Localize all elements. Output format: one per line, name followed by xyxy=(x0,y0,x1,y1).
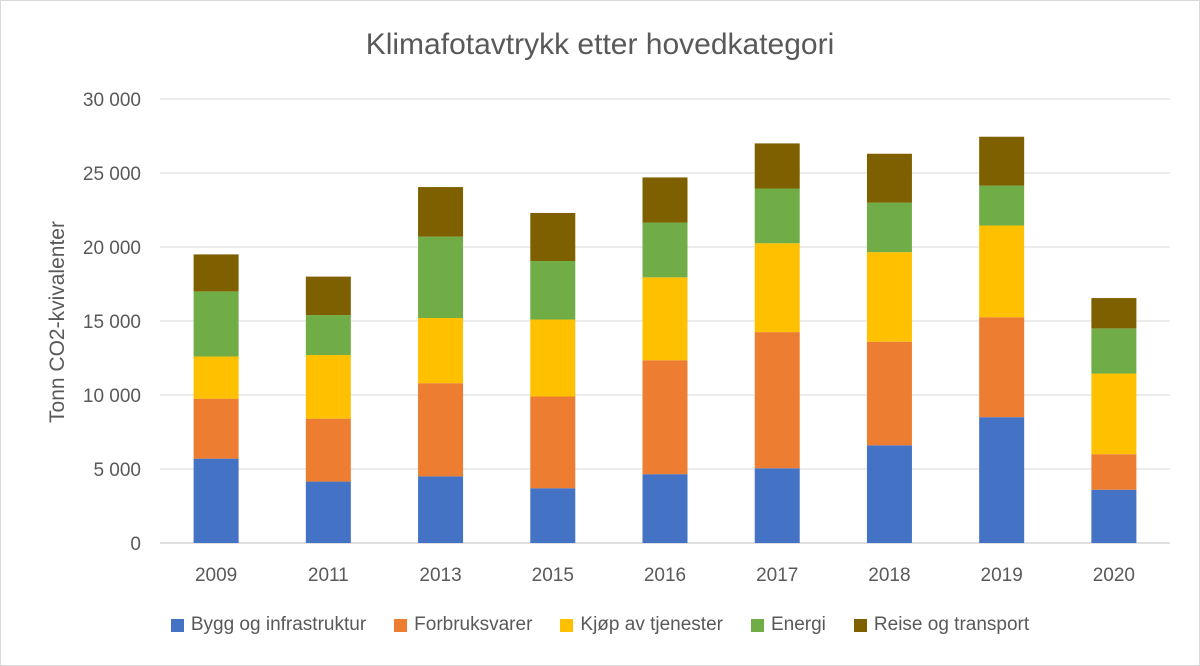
bar-segment xyxy=(193,291,239,357)
legend-item: Forbruksvarer xyxy=(394,614,532,636)
legend-swatch xyxy=(750,618,764,632)
bar-segment xyxy=(754,243,800,333)
legend-swatch xyxy=(170,618,184,632)
x-tick-label: 2009 xyxy=(195,565,237,586)
x-tick-label: 2013 xyxy=(419,565,461,586)
bar-segment xyxy=(530,212,576,262)
legend-swatch xyxy=(560,618,574,632)
legend-item: Bygg og infrastruktur xyxy=(170,614,367,636)
bar-segment xyxy=(642,177,688,223)
y-tick-label: 5 000 xyxy=(93,460,141,481)
bar-segment xyxy=(305,355,351,419)
bar-segment xyxy=(642,360,688,475)
legend-item: Kjøp av tjenester xyxy=(560,614,723,636)
legend-label: Reise og transport xyxy=(873,614,1030,635)
bar-segment xyxy=(754,332,800,469)
bar-segment xyxy=(418,318,464,384)
bar-segment xyxy=(193,398,239,459)
x-tick-label: 2016 xyxy=(644,565,686,586)
bar-segment xyxy=(418,476,464,543)
bar-segment xyxy=(530,319,576,397)
bar-segment xyxy=(979,185,1025,226)
bar-segment xyxy=(305,276,351,316)
y-tick-label: 10 000 xyxy=(83,386,141,407)
y-tick-label: 15 000 xyxy=(83,312,141,333)
bar-segment xyxy=(979,225,1025,318)
legend-swatch xyxy=(853,618,867,632)
bar-segment xyxy=(1091,298,1137,329)
y-tick-label: 20 000 xyxy=(83,238,141,259)
chart-legend: Bygg og infrastruktur Forbruksvarer Kjøp a… xyxy=(0,614,1200,636)
x-tick-label: 2015 xyxy=(532,565,574,586)
bar-segment xyxy=(1091,328,1137,374)
x-tick-label: 2020 xyxy=(1093,565,1135,586)
bar-segment xyxy=(418,383,464,477)
bar-segment xyxy=(418,236,464,319)
bar-segment xyxy=(1091,454,1137,490)
bar-segment xyxy=(866,202,912,253)
x-tick-label: 2018 xyxy=(868,565,910,586)
bar-segment xyxy=(979,417,1025,543)
legend-label: Kjøp av tjenester xyxy=(580,614,723,635)
legend-label: Bygg og infrastruktur xyxy=(190,614,367,635)
legend-label: Energi xyxy=(770,614,826,635)
bar-segment xyxy=(979,317,1025,418)
y-tick-label: 30 000 xyxy=(83,90,141,111)
x-tick-label: 2019 xyxy=(981,565,1023,586)
legend-item: Reise og transport xyxy=(853,614,1030,636)
bar-segment xyxy=(754,468,800,543)
bar-segment xyxy=(642,474,688,543)
bar-segment xyxy=(193,254,239,292)
bar-segment xyxy=(305,481,351,543)
x-tick-label: 2011 xyxy=(308,565,349,586)
legend-swatch xyxy=(394,618,408,632)
bar-segment xyxy=(754,143,800,189)
legend-label: Forbruksvarer xyxy=(414,614,533,635)
bar-segment xyxy=(530,396,576,489)
y-tick-label: 25 000 xyxy=(83,164,141,185)
y-tick-label: 0 xyxy=(130,534,141,555)
legend-item: Energi xyxy=(750,614,826,636)
bar-segment xyxy=(979,136,1025,186)
bar-segment xyxy=(866,153,912,203)
bar-segment xyxy=(866,341,912,446)
bar-segment xyxy=(754,188,800,244)
bar-segment xyxy=(305,315,351,356)
bar-segment xyxy=(642,277,688,361)
bar-segment xyxy=(418,187,464,237)
bar-segment xyxy=(866,445,912,543)
bar-segment xyxy=(193,356,239,399)
bar-segment xyxy=(305,418,351,482)
bar-segment xyxy=(866,252,912,342)
bar-segment xyxy=(193,458,239,543)
bar-segment xyxy=(530,261,576,320)
bar-segment xyxy=(1091,489,1137,543)
bar-segment xyxy=(530,488,576,543)
bar-segment xyxy=(642,222,688,278)
chart-title: Klimafotavtrykk etter hovedkategori xyxy=(365,28,835,61)
x-tick-label: 2017 xyxy=(756,565,798,586)
bar-segment xyxy=(1091,373,1137,455)
